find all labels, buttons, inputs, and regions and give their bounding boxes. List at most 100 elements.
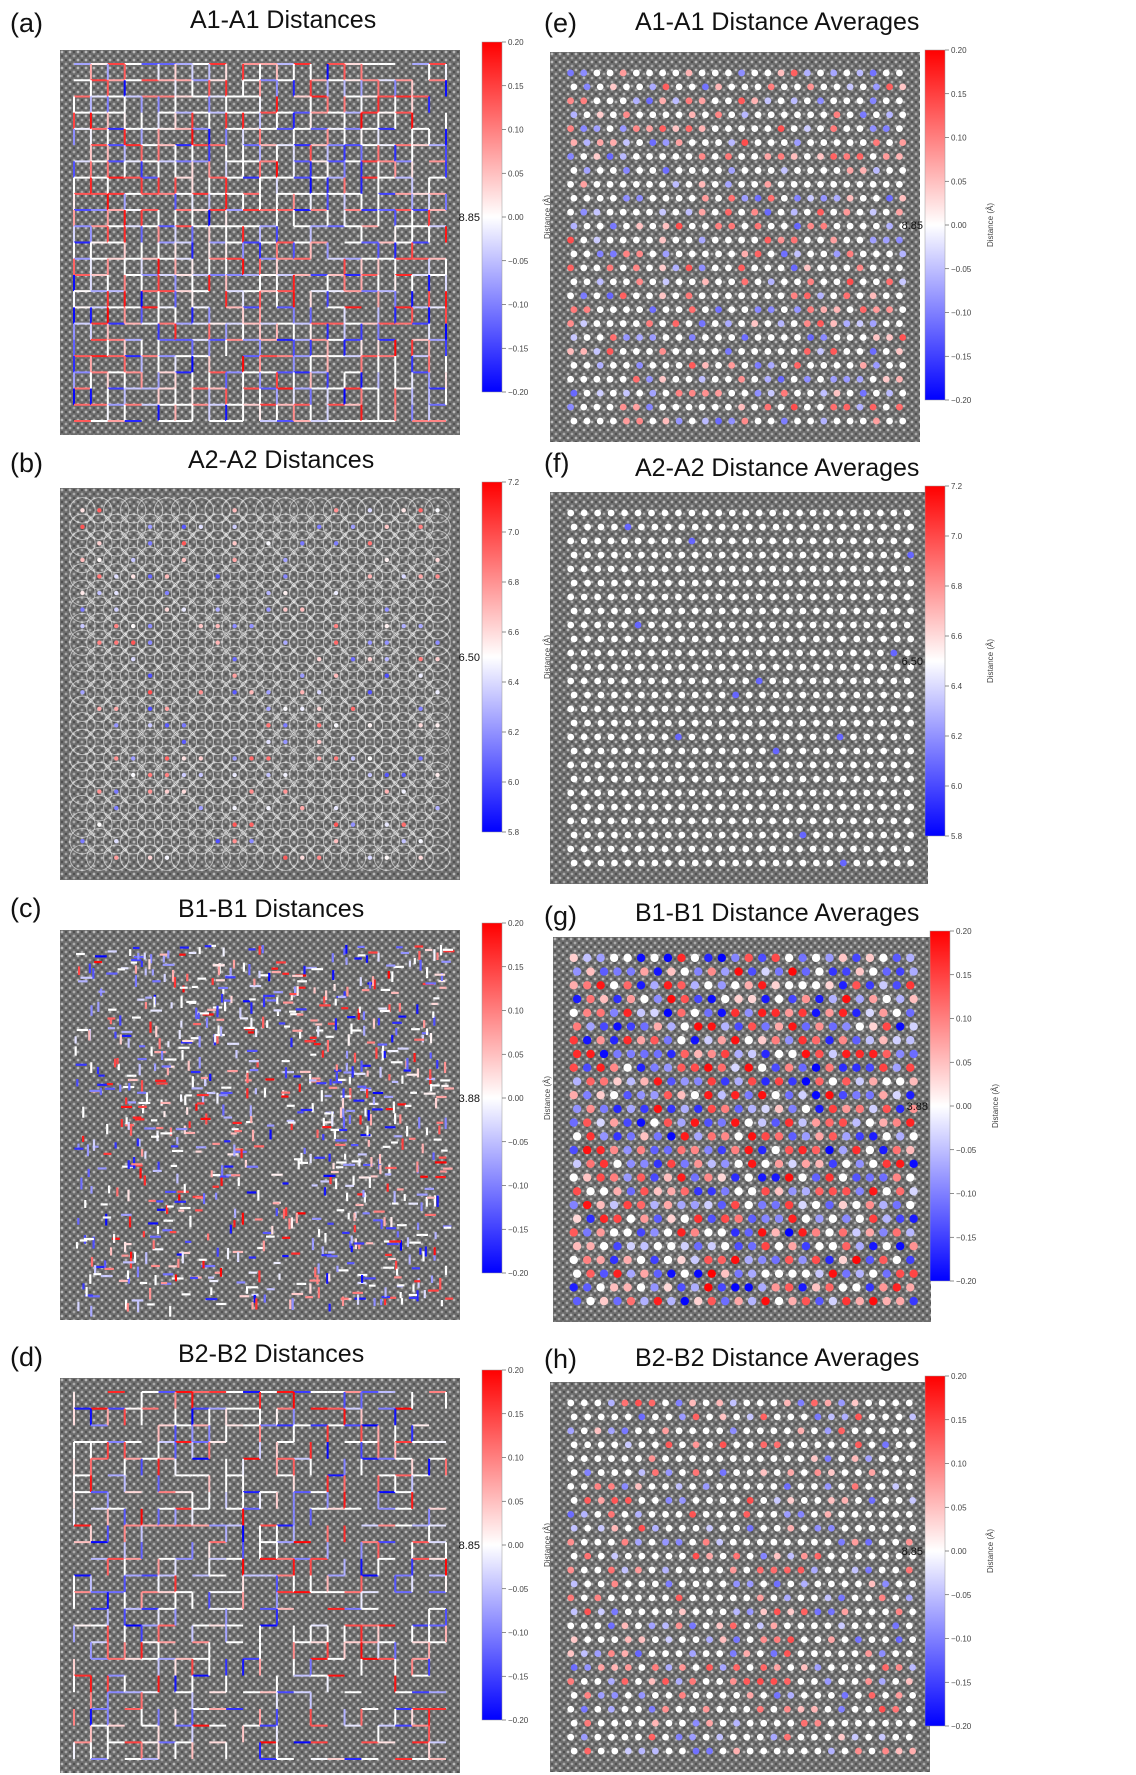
colorbar-tick-label: 7.0 [951, 532, 963, 541]
average-dot [661, 621, 669, 629]
average-dot [809, 537, 817, 545]
distance-arc [407, 662, 434, 689]
average-dot [599, 1159, 609, 1169]
average-dot [586, 1104, 595, 1114]
average-dot [757, 1173, 767, 1182]
average-dot [597, 859, 605, 867]
average-dot [675, 361, 683, 369]
average-dot [584, 831, 591, 839]
distance-arc [238, 662, 265, 689]
distance-arc [322, 629, 350, 656]
average-dot [853, 579, 861, 587]
distance-arc [272, 828, 299, 855]
average-dot [570, 635, 578, 643]
distance-arc [272, 712, 299, 739]
average-dot [661, 789, 669, 797]
average-dot [580, 565, 588, 573]
average-dot [803, 236, 811, 244]
distance-arc [120, 844, 147, 871]
average-dot [702, 361, 709, 369]
average-dot [899, 361, 907, 369]
distance-arc [86, 629, 113, 656]
average-dot [636, 1200, 646, 1210]
distance-point [164, 756, 170, 761]
distance-arc [153, 844, 181, 871]
average-dot [675, 509, 682, 517]
distance-arc [339, 844, 367, 871]
average-dot [661, 817, 669, 825]
average-dot [846, 250, 854, 258]
average-dot [732, 831, 740, 839]
average-dot [798, 1145, 807, 1155]
average-dot [731, 1008, 740, 1017]
distance-arc [103, 629, 130, 656]
distance-arc [322, 563, 350, 590]
distance-arc [272, 646, 299, 673]
colorbar-gradient [481, 481, 503, 833]
average-dot [764, 320, 772, 327]
distance-arc [69, 794, 96, 822]
average-dot [621, 817, 628, 825]
average-dot [817, 264, 824, 272]
average-dot [903, 509, 911, 517]
average-dot [680, 1077, 689, 1086]
average-dot [678, 663, 686, 671]
average-dot [817, 97, 824, 105]
distance-arc [187, 844, 214, 871]
distance-arc [289, 778, 316, 805]
average-dot [731, 1090, 740, 1100]
average-dot [825, 953, 834, 963]
average-dot [606, 292, 614, 300]
distance-arc [306, 811, 333, 838]
distance-point [232, 690, 237, 695]
average-dot [741, 361, 749, 369]
average-dot [570, 389, 578, 397]
distance-arc [103, 497, 130, 524]
average-dot [869, 348, 877, 355]
average-dot [640, 967, 649, 976]
average-dot [825, 981, 834, 990]
average-dot [863, 649, 871, 657]
average-dot [583, 361, 591, 369]
average-dot [846, 194, 854, 202]
average-dot [813, 663, 820, 671]
distance-arc [204, 646, 231, 673]
average-dot [728, 389, 736, 397]
average-dot [833, 334, 841, 341]
average-dot [903, 761, 911, 769]
average-dot [613, 1296, 622, 1306]
distance-arc [103, 712, 130, 739]
distance-point [367, 574, 373, 579]
distance-arc [86, 778, 113, 805]
average-dot [761, 1242, 770, 1251]
distance-arc [289, 728, 316, 756]
average-dot [664, 551, 672, 559]
average-dot [863, 593, 871, 601]
distance-arc [103, 530, 130, 557]
average-dot [906, 1008, 915, 1017]
average-dot [893, 607, 901, 615]
distance-arc [69, 761, 96, 789]
average-dot [653, 994, 663, 1004]
average-dot [799, 523, 807, 531]
distance-arc [204, 828, 231, 855]
average-dot [780, 111, 788, 119]
average-dot [830, 125, 838, 133]
average-dot [728, 509, 736, 517]
distance-arc [187, 679, 214, 706]
average-dot [664, 831, 672, 839]
distance-arc [390, 728, 417, 756]
average-dot [680, 1296, 689, 1306]
average-dot [583, 111, 591, 119]
average-dot [859, 250, 867, 258]
average-dot [675, 222, 683, 230]
average-dot [823, 845, 830, 853]
distance-arc [356, 596, 384, 623]
distance-arc [356, 778, 384, 805]
average-dot [638, 607, 645, 615]
average-dot [895, 994, 905, 1004]
average-dot [623, 167, 630, 174]
average-dot [567, 761, 575, 769]
average-dot [640, 1269, 649, 1278]
average-dot [809, 565, 817, 573]
